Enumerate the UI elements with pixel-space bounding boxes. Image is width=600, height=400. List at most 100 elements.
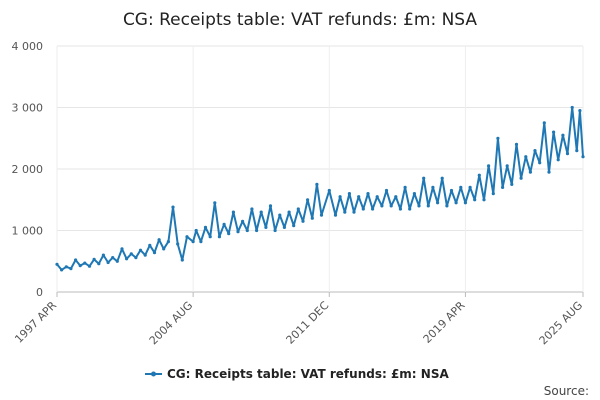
data-point[interactable] (505, 164, 509, 168)
data-point[interactable] (148, 243, 152, 247)
data-point[interactable] (166, 240, 170, 244)
data-point[interactable] (217, 235, 221, 239)
data-point[interactable] (87, 264, 92, 268)
data-point[interactable] (565, 152, 570, 156)
data-point[interactable] (74, 258, 78, 262)
data-point[interactable] (111, 256, 115, 260)
data-point[interactable] (519, 176, 523, 180)
data-point[interactable] (208, 235, 212, 239)
data-point[interactable] (454, 201, 458, 205)
data-point[interactable] (97, 262, 101, 266)
data-point[interactable] (236, 230, 240, 234)
data-point[interactable] (538, 161, 542, 165)
data-point[interactable] (227, 232, 231, 236)
data-point[interactable] (477, 173, 481, 177)
data-point[interactable] (185, 235, 189, 239)
data-point[interactable] (264, 225, 268, 229)
data-point[interactable] (92, 257, 96, 261)
data-point[interactable] (347, 192, 351, 196)
data-point[interactable] (375, 195, 379, 199)
data-point[interactable] (491, 192, 495, 196)
data-point[interactable] (129, 252, 133, 256)
data-point[interactable] (436, 201, 440, 205)
data-point[interactable] (473, 198, 477, 202)
data-point[interactable] (180, 258, 184, 262)
data-point[interactable] (431, 185, 435, 189)
data-point[interactable] (162, 247, 166, 251)
data-point[interactable] (352, 210, 356, 214)
data-point[interactable] (581, 155, 585, 159)
data-point[interactable] (231, 210, 235, 214)
data-point[interactable] (287, 210, 291, 214)
data-point[interactable] (361, 207, 365, 211)
data-point[interactable] (138, 248, 143, 252)
data-point[interactable] (343, 210, 347, 214)
data-point[interactable] (171, 205, 175, 209)
data-point[interactable] (152, 251, 157, 255)
data-point[interactable] (547, 170, 551, 174)
data-point[interactable] (426, 204, 430, 208)
data-point[interactable] (191, 240, 195, 244)
data-point[interactable] (64, 265, 68, 269)
data-point[interactable] (222, 222, 226, 226)
data-point[interactable] (157, 238, 161, 242)
data-point[interactable] (389, 204, 393, 208)
data-point[interactable] (333, 213, 338, 217)
data-point[interactable] (533, 149, 537, 153)
data-point[interactable] (194, 228, 198, 233)
data-point[interactable] (556, 158, 560, 162)
data-point[interactable] (255, 228, 259, 233)
data-point[interactable] (310, 216, 314, 220)
data-point[interactable] (514, 142, 519, 146)
data-point[interactable] (552, 130, 556, 134)
data-point[interactable] (115, 259, 119, 263)
data-point[interactable] (296, 207, 300, 211)
data-point[interactable] (570, 105, 574, 110)
data-point[interactable] (125, 257, 129, 261)
data-point[interactable] (55, 262, 59, 266)
data-point[interactable] (561, 133, 565, 137)
data-point[interactable] (371, 207, 375, 211)
data-point[interactable] (120, 247, 124, 251)
data-point[interactable] (394, 195, 398, 199)
data-point[interactable] (134, 256, 138, 260)
data-point[interactable] (449, 188, 454, 193)
data-point[interactable] (301, 219, 305, 223)
data-point[interactable] (101, 253, 105, 257)
data-point[interactable] (273, 228, 277, 233)
data-point[interactable] (380, 204, 384, 208)
data-point[interactable] (487, 164, 491, 168)
data-point[interactable] (319, 213, 324, 217)
data-point[interactable] (60, 268, 64, 272)
data-point[interactable] (176, 242, 180, 246)
data-point[interactable] (250, 207, 254, 211)
data-point[interactable] (440, 176, 444, 180)
data-point[interactable] (199, 240, 203, 244)
data-point[interactable] (338, 195, 342, 199)
data-point[interactable] (417, 204, 421, 208)
data-point[interactable] (408, 207, 412, 211)
data-point[interactable] (143, 253, 147, 257)
data-point[interactable] (241, 219, 245, 223)
data-point[interactable] (278, 213, 282, 217)
data-point[interactable] (422, 176, 426, 180)
data-point[interactable] (366, 192, 370, 196)
data-point[interactable] (398, 207, 402, 211)
data-point[interactable] (403, 185, 407, 189)
legend[interactable]: CG: Receipts table: VAT refunds: £m: NSA (145, 367, 449, 381)
data-point[interactable] (306, 198, 310, 202)
data-point[interactable] (213, 201, 217, 205)
data-point[interactable] (463, 201, 467, 205)
data-point[interactable] (292, 224, 296, 228)
data-point[interactable] (83, 261, 87, 265)
data-point[interactable] (528, 170, 533, 174)
data-point[interactable] (106, 260, 110, 265)
data-point[interactable] (357, 195, 361, 199)
data-point[interactable] (412, 192, 416, 196)
data-point[interactable] (501, 185, 505, 189)
data-point[interactable] (459, 185, 463, 189)
data-point[interactable] (468, 185, 472, 189)
data-point[interactable] (496, 136, 500, 140)
data-point[interactable] (69, 267, 73, 271)
data-point[interactable] (327, 188, 331, 193)
